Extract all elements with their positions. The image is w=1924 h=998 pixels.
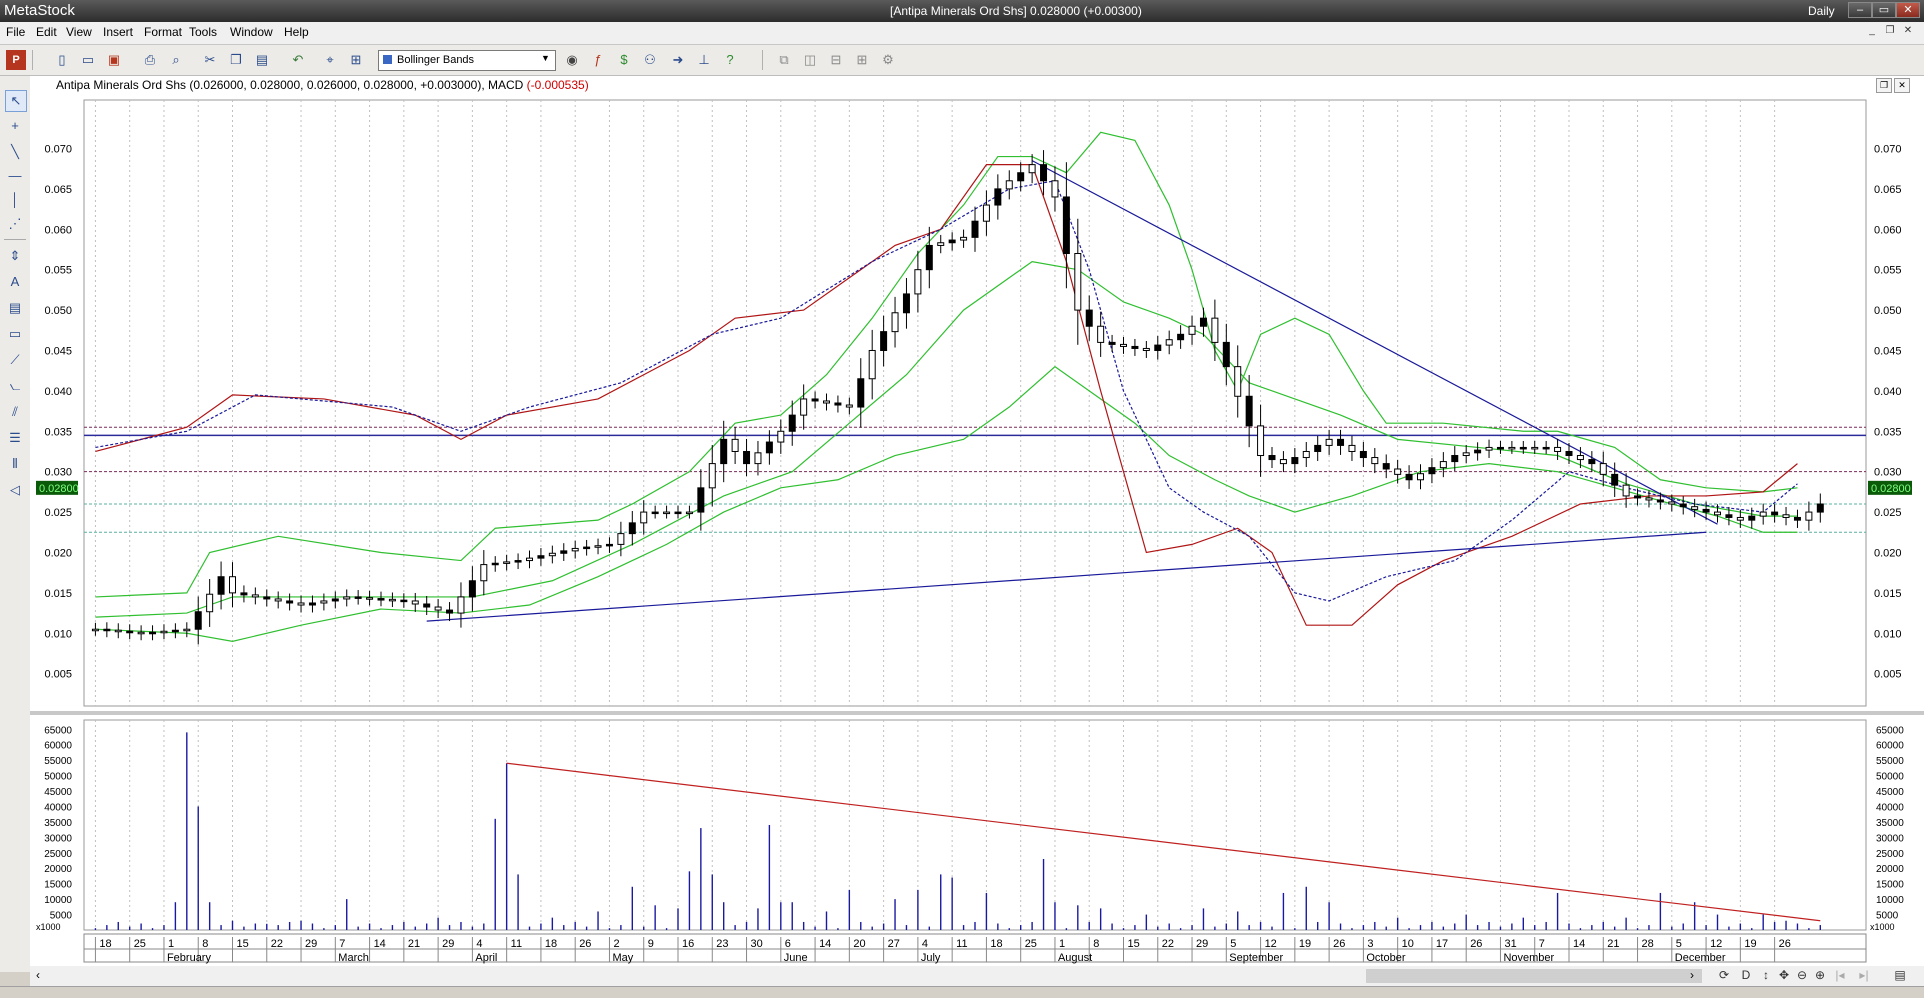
menu-edit[interactable]: Edit bbox=[36, 25, 57, 39]
cross-tool-icon[interactable]: + bbox=[11, 118, 19, 133]
navigate-forward-icon[interactable]: ▸| bbox=[1859, 968, 1869, 982]
text-tool-icon[interactable]: A bbox=[10, 274, 20, 289]
gann-fan-tool-icon[interactable]: ⫽ bbox=[12, 404, 18, 419]
tile-vertical-icon[interactable]: ◫ bbox=[803, 52, 817, 67]
navigate-back-icon[interactable]: |◂ bbox=[1835, 968, 1845, 982]
expand-tools-icon[interactable]: ⇕ bbox=[9, 248, 21, 263]
mdi-close-icon[interactable]: ✕ bbox=[1903, 25, 1913, 36]
chevron-down-icon: ▼ bbox=[541, 53, 550, 63]
indicator-checkbox-icon bbox=[383, 55, 392, 64]
new-document-icon[interactable]: ▯ bbox=[58, 52, 66, 67]
horizontal-line-tool-icon[interactable]: — bbox=[8, 168, 22, 183]
indicator-builder-icon[interactable]: ƒ bbox=[594, 52, 602, 67]
chart-close-icon[interactable]: ✕ bbox=[1894, 78, 1910, 93]
indicator-select[interactable]: Bollinger Bands ▼ bbox=[378, 50, 556, 71]
metastock-logo-icon[interactable]: P bbox=[6, 50, 26, 70]
cycle-lines-tool-icon[interactable]: ⋰ bbox=[8, 216, 22, 231]
zoom-icon[interactable]: ⊞ bbox=[350, 52, 362, 67]
vertical-scale-icon[interactable]: ↕ bbox=[1763, 968, 1769, 982]
scroll-left-icon[interactable]: ‹ bbox=[36, 968, 40, 982]
menu-format[interactable]: Format bbox=[144, 25, 183, 39]
fibonacci-timezones-tool-icon[interactable]: ⦀ bbox=[12, 456, 18, 471]
periodicity-icon[interactable]: D bbox=[1741, 968, 1751, 982]
refresh-icon[interactable]: ⟳ bbox=[1718, 968, 1730, 982]
expert-advisor-icon[interactable]: ◉ bbox=[566, 52, 578, 67]
dollar-icon[interactable]: $ bbox=[620, 52, 628, 67]
arc-tool-icon[interactable]: ◁ bbox=[10, 482, 20, 497]
chart-restore-icon[interactable]: ❐ bbox=[1876, 78, 1892, 93]
fibonacci-retracement-tool-icon[interactable]: ☰ bbox=[9, 430, 21, 445]
window-title: [Antipa Minerals Ord Shs] 0.028000 (+0.0… bbox=[890, 4, 1142, 18]
status-bar bbox=[0, 986, 1924, 998]
menu-file[interactable]: File bbox=[6, 25, 26, 39]
speed-lines-tool-icon[interactable]: ⟋ bbox=[10, 352, 20, 367]
scroll-thumb[interactable] bbox=[1366, 969, 1720, 983]
print-icon[interactable]: ⎙ bbox=[144, 52, 156, 67]
macd-value: (-0.000535) bbox=[526, 78, 589, 92]
text-box-tool-icon[interactable]: ▤ bbox=[8, 300, 22, 315]
ruler-tool-icon[interactable]: ▭ bbox=[8, 326, 22, 341]
pointer-tool-icon[interactable]: ↖ bbox=[5, 90, 27, 112]
system-tester-icon[interactable]: ⊥ bbox=[698, 52, 710, 67]
data-window-icon[interactable]: ▤ bbox=[1894, 968, 1906, 982]
menu-bar: File Edit View Insert Format Tools Windo… bbox=[0, 22, 1924, 45]
zoom-in-icon[interactable]: ⊕ bbox=[1814, 968, 1826, 982]
forward-arrow-icon[interactable]: ➜ bbox=[672, 52, 684, 67]
options-icon[interactable]: ⚙ bbox=[882, 52, 894, 67]
toolbar-separator bbox=[762, 50, 763, 70]
mdi-restore-icon[interactable]: ❐ bbox=[1885, 25, 1895, 36]
chart-caption-values: Antipa Minerals Ord Shs (0.026000, 0.028… bbox=[56, 78, 527, 92]
app-name: MetaStock bbox=[4, 2, 75, 19]
menu-tools[interactable]: Tools bbox=[189, 25, 218, 39]
drawing-tools-bar: ↖ + ╲ — │ ⋰ ⇕ A ▤ ▭ ⟋ ⦦ ⫽ ☰ ⦀ ◁ bbox=[0, 76, 31, 972]
print-preview-icon[interactable]: ⌕ bbox=[172, 52, 180, 67]
vertical-line-tool-icon[interactable]: │ bbox=[10, 192, 20, 207]
pan-icon[interactable]: ✥ bbox=[1778, 968, 1790, 982]
undo-icon[interactable]: ↶ bbox=[292, 52, 304, 67]
main-toolbar: P ▯ ▭ ▣ ⎙ ⌕ ✂ ❐ ▤ ↶ ⌖ ⊞ Bollinger Bands … bbox=[0, 45, 1924, 76]
minimize-button[interactable]: – bbox=[1848, 2, 1872, 18]
paste-icon[interactable]: ▤ bbox=[255, 52, 269, 67]
open-folder-icon[interactable]: ▭ bbox=[81, 52, 95, 67]
tile-grid-icon[interactable]: ⊞ bbox=[856, 52, 868, 67]
explorer-icon[interactable]: ⚇ bbox=[644, 52, 656, 67]
cut-icon[interactable]: ✂ bbox=[204, 52, 216, 67]
menu-help[interactable]: Help bbox=[284, 25, 309, 39]
menu-view[interactable]: View bbox=[66, 25, 92, 39]
menu-insert[interactable]: Insert bbox=[103, 25, 134, 39]
scroll-right-icon[interactable]: › bbox=[1690, 968, 1694, 982]
chart-caption: Antipa Minerals Ord Shs (0.026000, 0.028… bbox=[56, 78, 589, 92]
chart-window[interactable] bbox=[30, 76, 1924, 972]
toolbar-separator bbox=[32, 50, 33, 70]
zoom-out-icon[interactable]: ⊖ bbox=[1796, 968, 1808, 982]
menu-window[interactable]: Window bbox=[230, 25, 273, 39]
copy-icon[interactable]: ❐ bbox=[230, 52, 242, 67]
crosshair-icon[interactable]: ⌖ bbox=[326, 52, 334, 67]
help-query-icon[interactable]: ? bbox=[726, 52, 734, 67]
window-title-bar: MetaStock [Antipa Minerals Ord Shs] 0.02… bbox=[0, 0, 1924, 22]
save-icon[interactable]: ▣ bbox=[107, 52, 121, 67]
tools-separator bbox=[4, 239, 26, 240]
window-cascade-icon[interactable]: ⧉ bbox=[779, 52, 789, 67]
tile-horizontal-icon[interactable]: ⊟ bbox=[830, 52, 842, 67]
horizontal-scrollbar[interactable]: ‹ › bbox=[30, 966, 1720, 986]
periodicity-label: Daily bbox=[1808, 4, 1835, 18]
indicator-select-value: Bollinger Bands bbox=[397, 54, 475, 66]
close-button[interactable]: ✕ bbox=[1896, 2, 1920, 18]
mdi-minimize-icon[interactable]: _ bbox=[1869, 25, 1875, 36]
trendline-tool-icon[interactable]: ╲ bbox=[11, 144, 19, 159]
fibonacci-arcs-tool-icon[interactable]: ⦦ bbox=[9, 378, 21, 393]
chart-navigation-bar: ⟳ D ↕ ✥ ⊖ ⊕ |◂ ▸| ▤ bbox=[1702, 966, 1924, 986]
maximize-button[interactable]: ▭ bbox=[1872, 2, 1896, 18]
